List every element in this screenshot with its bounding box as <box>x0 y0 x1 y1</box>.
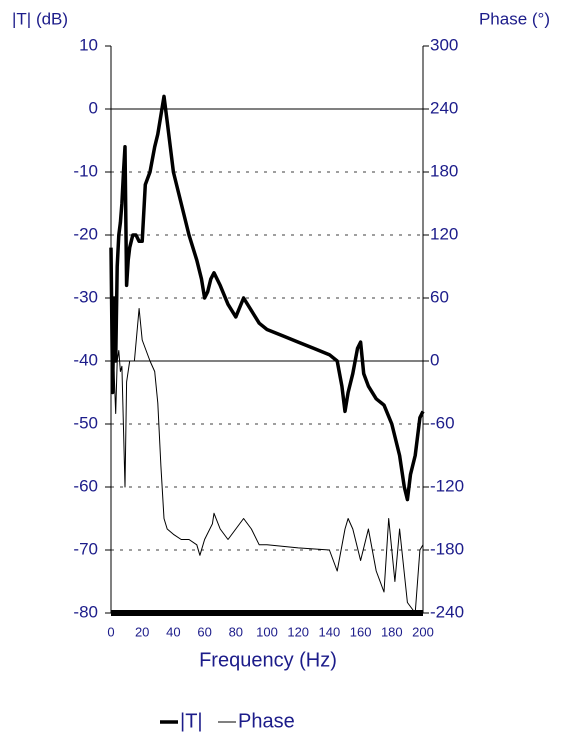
y2-tick-label: 240 <box>430 98 458 117</box>
x-tick-label: 40 <box>166 624 180 639</box>
y2-tick-label: 300 <box>430 35 458 54</box>
y-tick-label: -80 <box>73 602 98 621</box>
x-tick-label: 60 <box>197 624 211 639</box>
y2-tick-label: -240 <box>430 602 464 621</box>
x-tick-label: 0 <box>107 624 114 639</box>
y-tick-label: 10 <box>79 35 98 54</box>
x-tick-label: 100 <box>256 624 278 639</box>
y-tick-label: -10 <box>73 161 98 180</box>
legend-label: Phase <box>238 710 295 732</box>
x-tick-label: 20 <box>135 624 149 639</box>
y2-tick-label: 180 <box>430 161 458 180</box>
x-tick-label: 80 <box>229 624 243 639</box>
y2-tick-label: -60 <box>430 413 455 432</box>
x-tick-label: 140 <box>319 624 341 639</box>
y-axis-title: |T| (dB) <box>12 9 68 28</box>
y2-tick-label: -180 <box>430 539 464 558</box>
y-tick-label: -40 <box>73 350 98 369</box>
y2-tick-label: -120 <box>430 476 464 495</box>
series-line <box>110 308 424 614</box>
legend-label: |T| <box>180 710 203 732</box>
x-axis-band <box>111 610 423 616</box>
y2-tick-label: 0 <box>430 350 439 369</box>
y2-axis-title: Phase (°) <box>479 9 550 28</box>
x-tick-label: 180 <box>381 624 403 639</box>
x-axis-title: Frequency (Hz) <box>199 649 337 671</box>
series-line <box>109 94 425 502</box>
y-tick-label: 0 <box>89 98 98 117</box>
y-tick-label: -50 <box>73 413 98 432</box>
y-tick-label: -20 <box>73 224 98 243</box>
x-tick-label: 120 <box>287 624 309 639</box>
y-tick-label: -70 <box>73 539 98 558</box>
y2-tick-label: 60 <box>430 287 449 306</box>
y-tick-label: -30 <box>73 287 98 306</box>
x-tick-label: 200 <box>412 624 434 639</box>
y-tick-label: -60 <box>73 476 98 495</box>
y2-tick-label: 120 <box>430 224 458 243</box>
x-tick-label: 160 <box>350 624 372 639</box>
